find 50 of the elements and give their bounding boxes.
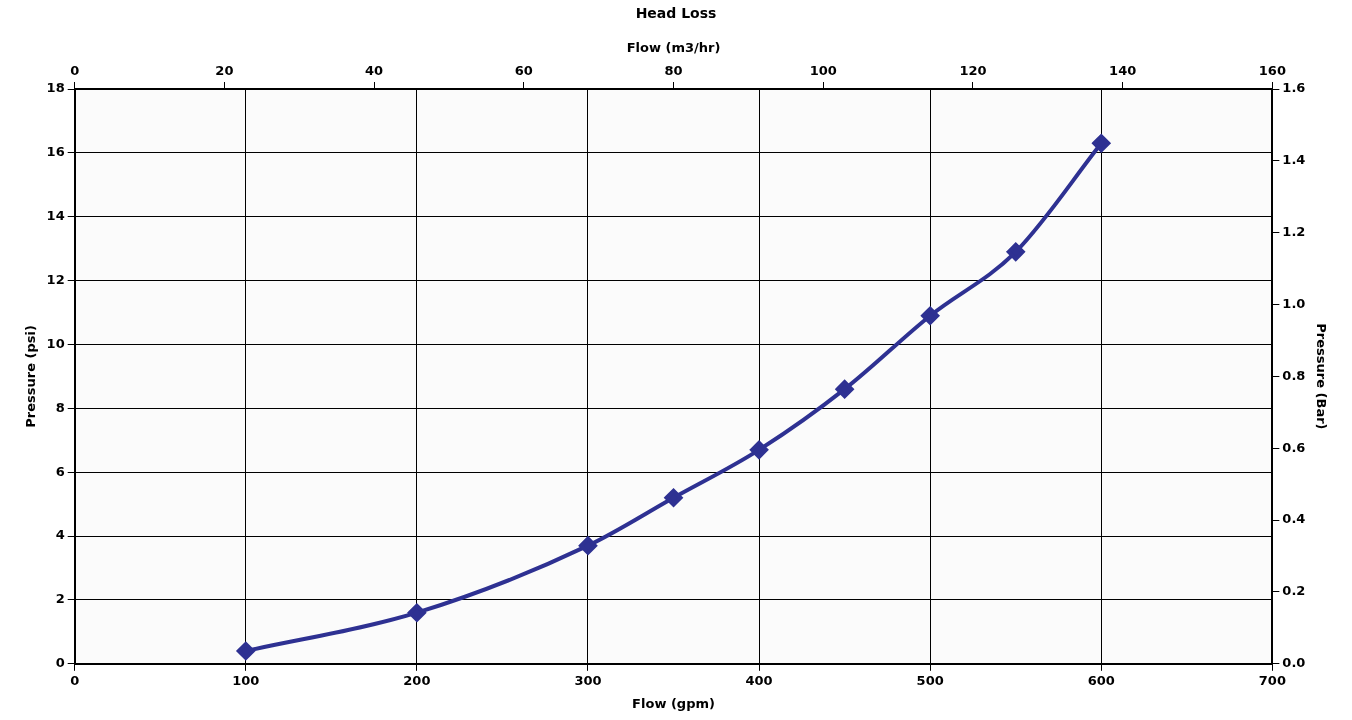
y-tick-label: 14 bbox=[46, 208, 65, 224]
x-tick-label: 700 bbox=[1258, 672, 1286, 688]
x2-tick-label: 100 bbox=[809, 62, 837, 78]
point bbox=[236, 642, 255, 661]
y2-tick-label: 0.2 bbox=[1282, 583, 1306, 599]
y-tick-label: 18 bbox=[46, 80, 65, 96]
y-tick-label: 16 bbox=[46, 144, 65, 160]
y2-tick-label: 1.0 bbox=[1282, 295, 1306, 311]
y-tick-label: 12 bbox=[46, 271, 65, 287]
y-tick-label: 0 bbox=[55, 655, 65, 671]
y2-tick-label: 1.2 bbox=[1282, 224, 1306, 240]
x2-tick-label: 80 bbox=[664, 62, 683, 78]
point bbox=[921, 306, 940, 325]
y2-tick-label: 0.4 bbox=[1282, 511, 1306, 527]
point bbox=[835, 380, 854, 399]
y2-tick-label: 0.8 bbox=[1282, 367, 1306, 383]
point bbox=[1092, 134, 1111, 153]
x-tick-label: 500 bbox=[916, 672, 944, 688]
x2-axis-title: Flow (m3/hr) bbox=[626, 39, 721, 55]
point bbox=[578, 536, 597, 555]
x-tick-label: 0 bbox=[70, 672, 80, 688]
y-tick-label: 10 bbox=[46, 335, 65, 351]
x-axis-title: Flow (gpm) bbox=[632, 695, 715, 711]
y2-tick-label: 0.6 bbox=[1282, 439, 1306, 455]
x2-tick-label: 60 bbox=[514, 62, 533, 78]
point bbox=[407, 603, 426, 622]
y2-tick-label: 1.6 bbox=[1282, 80, 1306, 96]
x-tick-label: 300 bbox=[574, 672, 602, 688]
y-tick-label: 8 bbox=[55, 399, 65, 415]
x2-tick-label: 0 bbox=[70, 62, 80, 78]
x2-tick-label: 160 bbox=[1258, 62, 1286, 78]
x2-tick-label: 140 bbox=[1109, 62, 1137, 78]
x-tick-label: 200 bbox=[403, 672, 431, 688]
chart-title: Head Loss bbox=[635, 5, 717, 22]
x2-tick-label: 20 bbox=[215, 62, 234, 78]
y2-axis-title: Pressure (Bar) bbox=[1313, 323, 1329, 430]
point bbox=[1006, 242, 1025, 261]
y-axis-title: Pressure (psi) bbox=[23, 325, 39, 428]
y-tick-label: 6 bbox=[55, 463, 65, 479]
y-tick-label: 2 bbox=[55, 591, 65, 607]
x-tick-label: 400 bbox=[745, 672, 773, 688]
y-tick-label: 4 bbox=[55, 527, 65, 543]
x2-tick-label: 40 bbox=[365, 62, 384, 78]
y2-tick-label: 1.4 bbox=[1282, 152, 1306, 168]
point bbox=[664, 488, 683, 507]
x-tick-label: 600 bbox=[1087, 672, 1115, 688]
y2-tick-label: 0.0 bbox=[1282, 655, 1306, 671]
x-tick-label: 100 bbox=[232, 672, 260, 688]
x2-tick-label: 120 bbox=[959, 62, 987, 78]
point bbox=[750, 440, 769, 459]
